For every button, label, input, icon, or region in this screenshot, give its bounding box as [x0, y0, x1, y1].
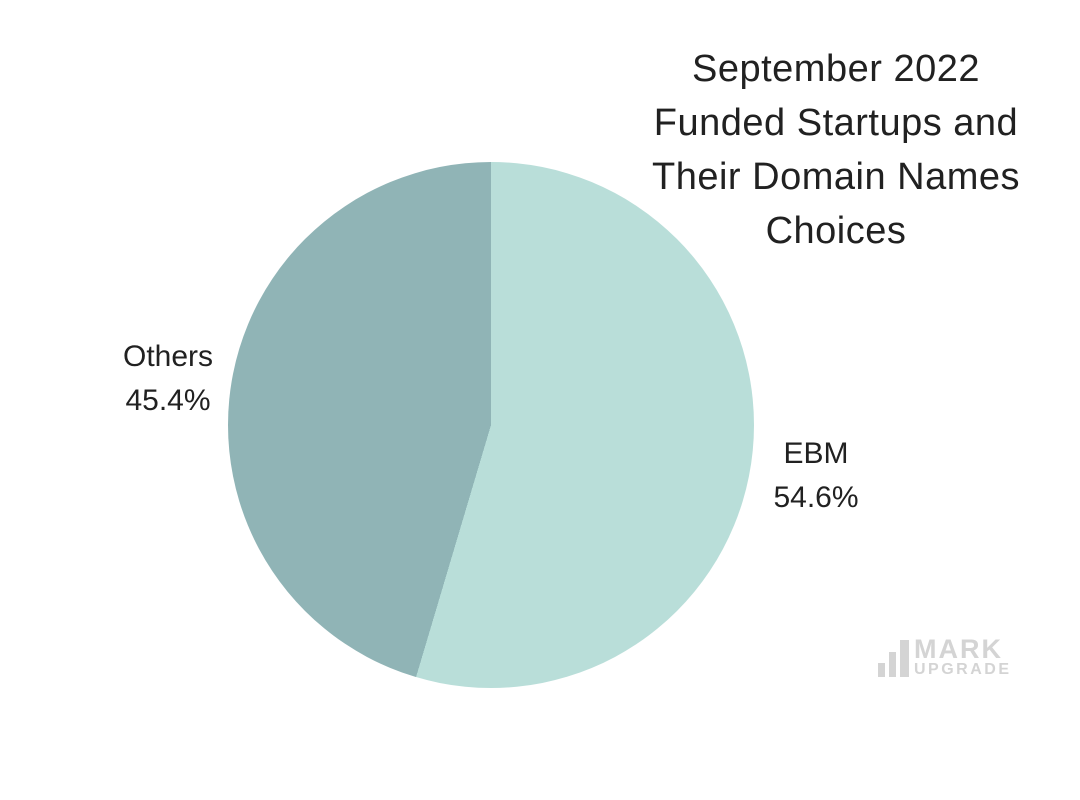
watermark-line-1: MARK — [914, 634, 1003, 664]
bar-chart-icon-bar-medium — [889, 652, 896, 677]
watermark-line-2: UPGRADE — [914, 661, 1012, 678]
slice-label-others-percent: 45.4% — [125, 384, 211, 417]
slice-label-ebm-name: EBM — [783, 437, 849, 470]
chart-title-line-1: September 2022 — [692, 48, 980, 90]
slice-label-others: Others 45.4% — [88, 335, 248, 423]
chart-title-line-2: Funded Startups and — [653, 102, 1019, 144]
watermark-logo: MARK UPGRADE — [878, 634, 1012, 678]
slice-label-ebm: EBM 54.6% — [736, 432, 896, 520]
pie-chart — [228, 162, 754, 688]
watermark-text: MARK UPGRADE — [914, 634, 1012, 678]
bar-chart-icon — [878, 640, 909, 677]
bar-chart-icon-bar-tall — [900, 640, 909, 677]
chart-title: September 2022 Funded Startups and Their… — [630, 42, 1042, 258]
slice-label-ebm-percent: 54.6% — [773, 481, 859, 514]
bar-chart-icon-bar-small — [878, 663, 885, 677]
slice-label-others-name: Others — [122, 340, 214, 373]
chart-title-line-3: Their Domain Names — [652, 156, 1020, 198]
chart-title-line-4: Choices — [765, 210, 907, 252]
